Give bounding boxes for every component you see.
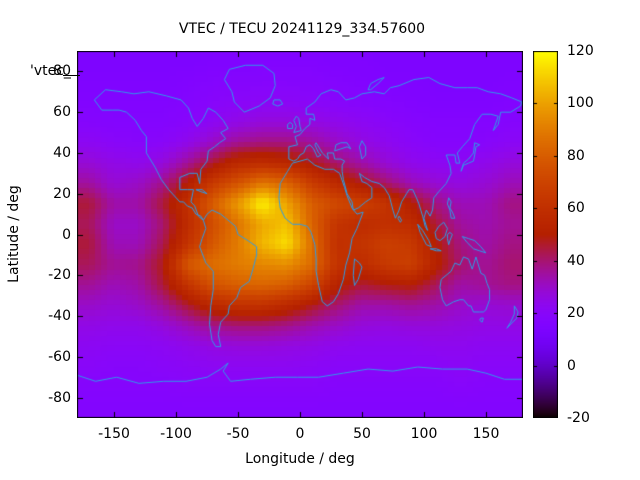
colorbar-tick-label: 20	[567, 305, 585, 321]
x-tick-label: -50	[226, 426, 250, 442]
vtec-heatmap-canvas	[77, 51, 523, 418]
colorbar-tick-label: 100	[567, 95, 594, 111]
y-tick-label: 80	[53, 63, 71, 79]
y-tick-label: 40	[53, 145, 71, 161]
y-tick-label: 60	[53, 104, 71, 120]
x-tick-label: 50	[353, 426, 371, 442]
chart-title: VTEC / TECU 20241129_334.57600	[178, 21, 426, 37]
x-tick-label: -150	[98, 426, 130, 442]
colorbar-tick-label: 120	[567, 43, 594, 59]
x-tick-label: -100	[160, 426, 192, 442]
y-tick-label: -40	[48, 308, 71, 324]
y-tick-label: 0	[62, 227, 71, 243]
colorbar-tick-label: 0	[567, 358, 576, 374]
plot-key-line-sample	[63, 75, 80, 76]
x-tick-label: 150	[472, 426, 500, 442]
x-tick-label: 0	[295, 426, 305, 442]
y-axis-label: Latitude / deg	[6, 185, 22, 283]
colorbar-tick-label: 40	[567, 253, 585, 269]
y-tick-label: -20	[48, 267, 71, 283]
y-tick-label: -60	[48, 349, 71, 365]
x-axis-label: Longitude / deg	[245, 451, 355, 467]
plot-key-label: 'vtec_	[30, 63, 71, 79]
x-tick-label: 100	[410, 426, 438, 442]
colorbar-canvas	[533, 51, 558, 418]
colorbar-tick-label: 80	[567, 148, 585, 164]
y-tick-label: -80	[48, 390, 71, 406]
colorbar-tick-label: 60	[567, 200, 585, 216]
colorbar-tick-label: -20	[567, 410, 590, 426]
y-tick-label: 20	[53, 186, 71, 202]
